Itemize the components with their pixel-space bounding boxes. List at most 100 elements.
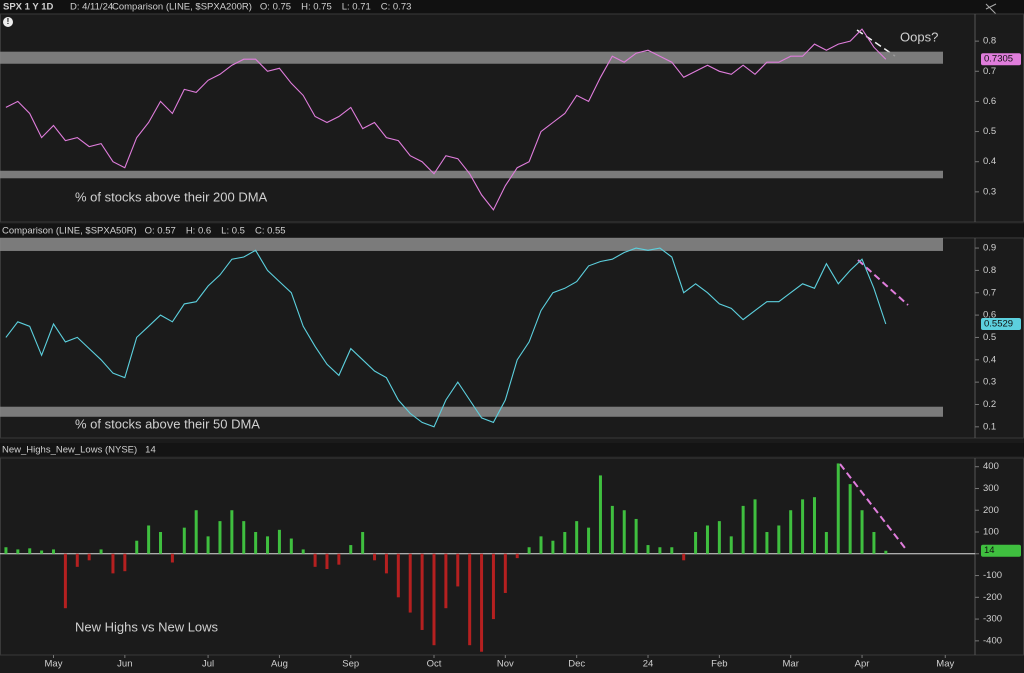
bar <box>872 532 876 554</box>
bar <box>717 521 721 554</box>
panel-header <box>0 224 1024 237</box>
zone-band <box>0 406 943 417</box>
bar <box>75 553 79 567</box>
bar <box>384 553 388 574</box>
annotation: % of stocks above their 200 DMA <box>75 189 268 204</box>
bar <box>753 499 757 554</box>
bar <box>28 548 32 554</box>
bar <box>170 553 174 563</box>
bar <box>289 538 293 554</box>
bar <box>480 553 484 652</box>
panel-stat: C: 0.73 <box>381 2 412 13</box>
y-tick-label: -400 <box>983 635 1002 646</box>
bar <box>266 536 270 554</box>
date: D: 4/11/24 <box>70 2 113 13</box>
bar <box>254 532 258 554</box>
header-bar <box>0 0 1024 14</box>
bar <box>337 553 341 565</box>
x-tick-label: 24 <box>643 659 654 670</box>
bar <box>361 532 365 554</box>
y-tick-label: 0.5 <box>983 332 996 343</box>
y-tick-label: 0.3 <box>983 377 996 388</box>
y-tick-label: 0.8 <box>983 36 996 47</box>
bar <box>658 547 662 554</box>
bar <box>515 553 519 559</box>
x-tick-label: Oct <box>427 659 442 670</box>
bar <box>587 527 591 554</box>
bar <box>777 525 781 554</box>
bar <box>444 553 448 609</box>
bar <box>52 549 56 554</box>
y-tick-label: 100 <box>983 527 999 538</box>
bar <box>135 540 139 554</box>
bar <box>111 553 115 574</box>
alert-icon[interactable] <box>3 17 13 27</box>
bar <box>801 499 805 554</box>
bar <box>610 505 614 554</box>
bar <box>860 510 864 554</box>
panel-stat: 14 <box>145 445 156 456</box>
bar <box>741 505 745 554</box>
panel-stat: L: 0.5 <box>221 226 245 237</box>
y-tick-label: 200 <box>983 505 999 516</box>
bar <box>824 532 828 554</box>
x-tick-label: Nov <box>497 659 514 670</box>
bar <box>765 532 769 554</box>
x-tick-label: Dec <box>568 659 585 670</box>
y-tick-label: 0.5 <box>983 126 996 137</box>
panel-stat: H: 0.6 <box>186 226 211 237</box>
bar <box>634 518 638 554</box>
annotation: Oops? <box>900 29 938 44</box>
y-tick-label: 0.4 <box>983 156 996 167</box>
bar <box>884 550 888 554</box>
panel-title: Comparison (LINE, $SPXA50R) <box>2 226 137 237</box>
y-tick-label: 300 <box>983 483 999 494</box>
bar <box>87 553 91 561</box>
bar <box>551 540 555 554</box>
trend-line <box>839 463 906 549</box>
last-value-label: 0.5529 <box>984 319 1013 330</box>
bar <box>373 553 377 561</box>
y-tick-label: -200 <box>983 592 1002 603</box>
y-tick-label: 0.1 <box>983 421 996 432</box>
y-tick-label: 0.7 <box>983 287 996 298</box>
y-tick-label: 0.2 <box>983 399 996 410</box>
settings-icon[interactable] <box>985 3 997 15</box>
bar <box>325 553 329 570</box>
bar <box>598 475 602 554</box>
bar <box>646 545 650 554</box>
y-tick-label: 0.7 <box>983 66 996 77</box>
bar <box>563 532 567 554</box>
panel-stat: H: 0.75 <box>301 2 332 13</box>
series-line <box>5 28 887 211</box>
bar <box>408 553 412 613</box>
bar <box>159 532 163 554</box>
panel-stat: C: 0.55 <box>255 226 286 237</box>
bar <box>313 553 317 567</box>
bar <box>848 484 852 554</box>
y-tick-label: -100 <box>983 570 1002 581</box>
bar <box>432 553 436 646</box>
last-value-label: 14 <box>984 545 995 556</box>
bar <box>123 553 127 572</box>
bar <box>812 497 816 554</box>
bar <box>40 550 44 554</box>
bar <box>622 510 626 554</box>
bar <box>468 553 472 646</box>
zone-band <box>0 170 943 179</box>
panel-title: Comparison (LINE, $SPXA200R) <box>112 2 252 13</box>
bar <box>682 553 686 561</box>
last-value-label: 0.7305 <box>984 54 1013 65</box>
bar <box>670 547 674 554</box>
x-tick-label: Apr <box>855 659 870 670</box>
x-tick-label: May <box>936 659 954 670</box>
x-tick-label: Sep <box>342 659 359 670</box>
bar <box>194 510 198 554</box>
y-tick-label: 0.6 <box>983 96 996 107</box>
bar <box>456 553 460 587</box>
bar <box>99 549 103 554</box>
y-tick-label: 400 <box>983 461 999 472</box>
